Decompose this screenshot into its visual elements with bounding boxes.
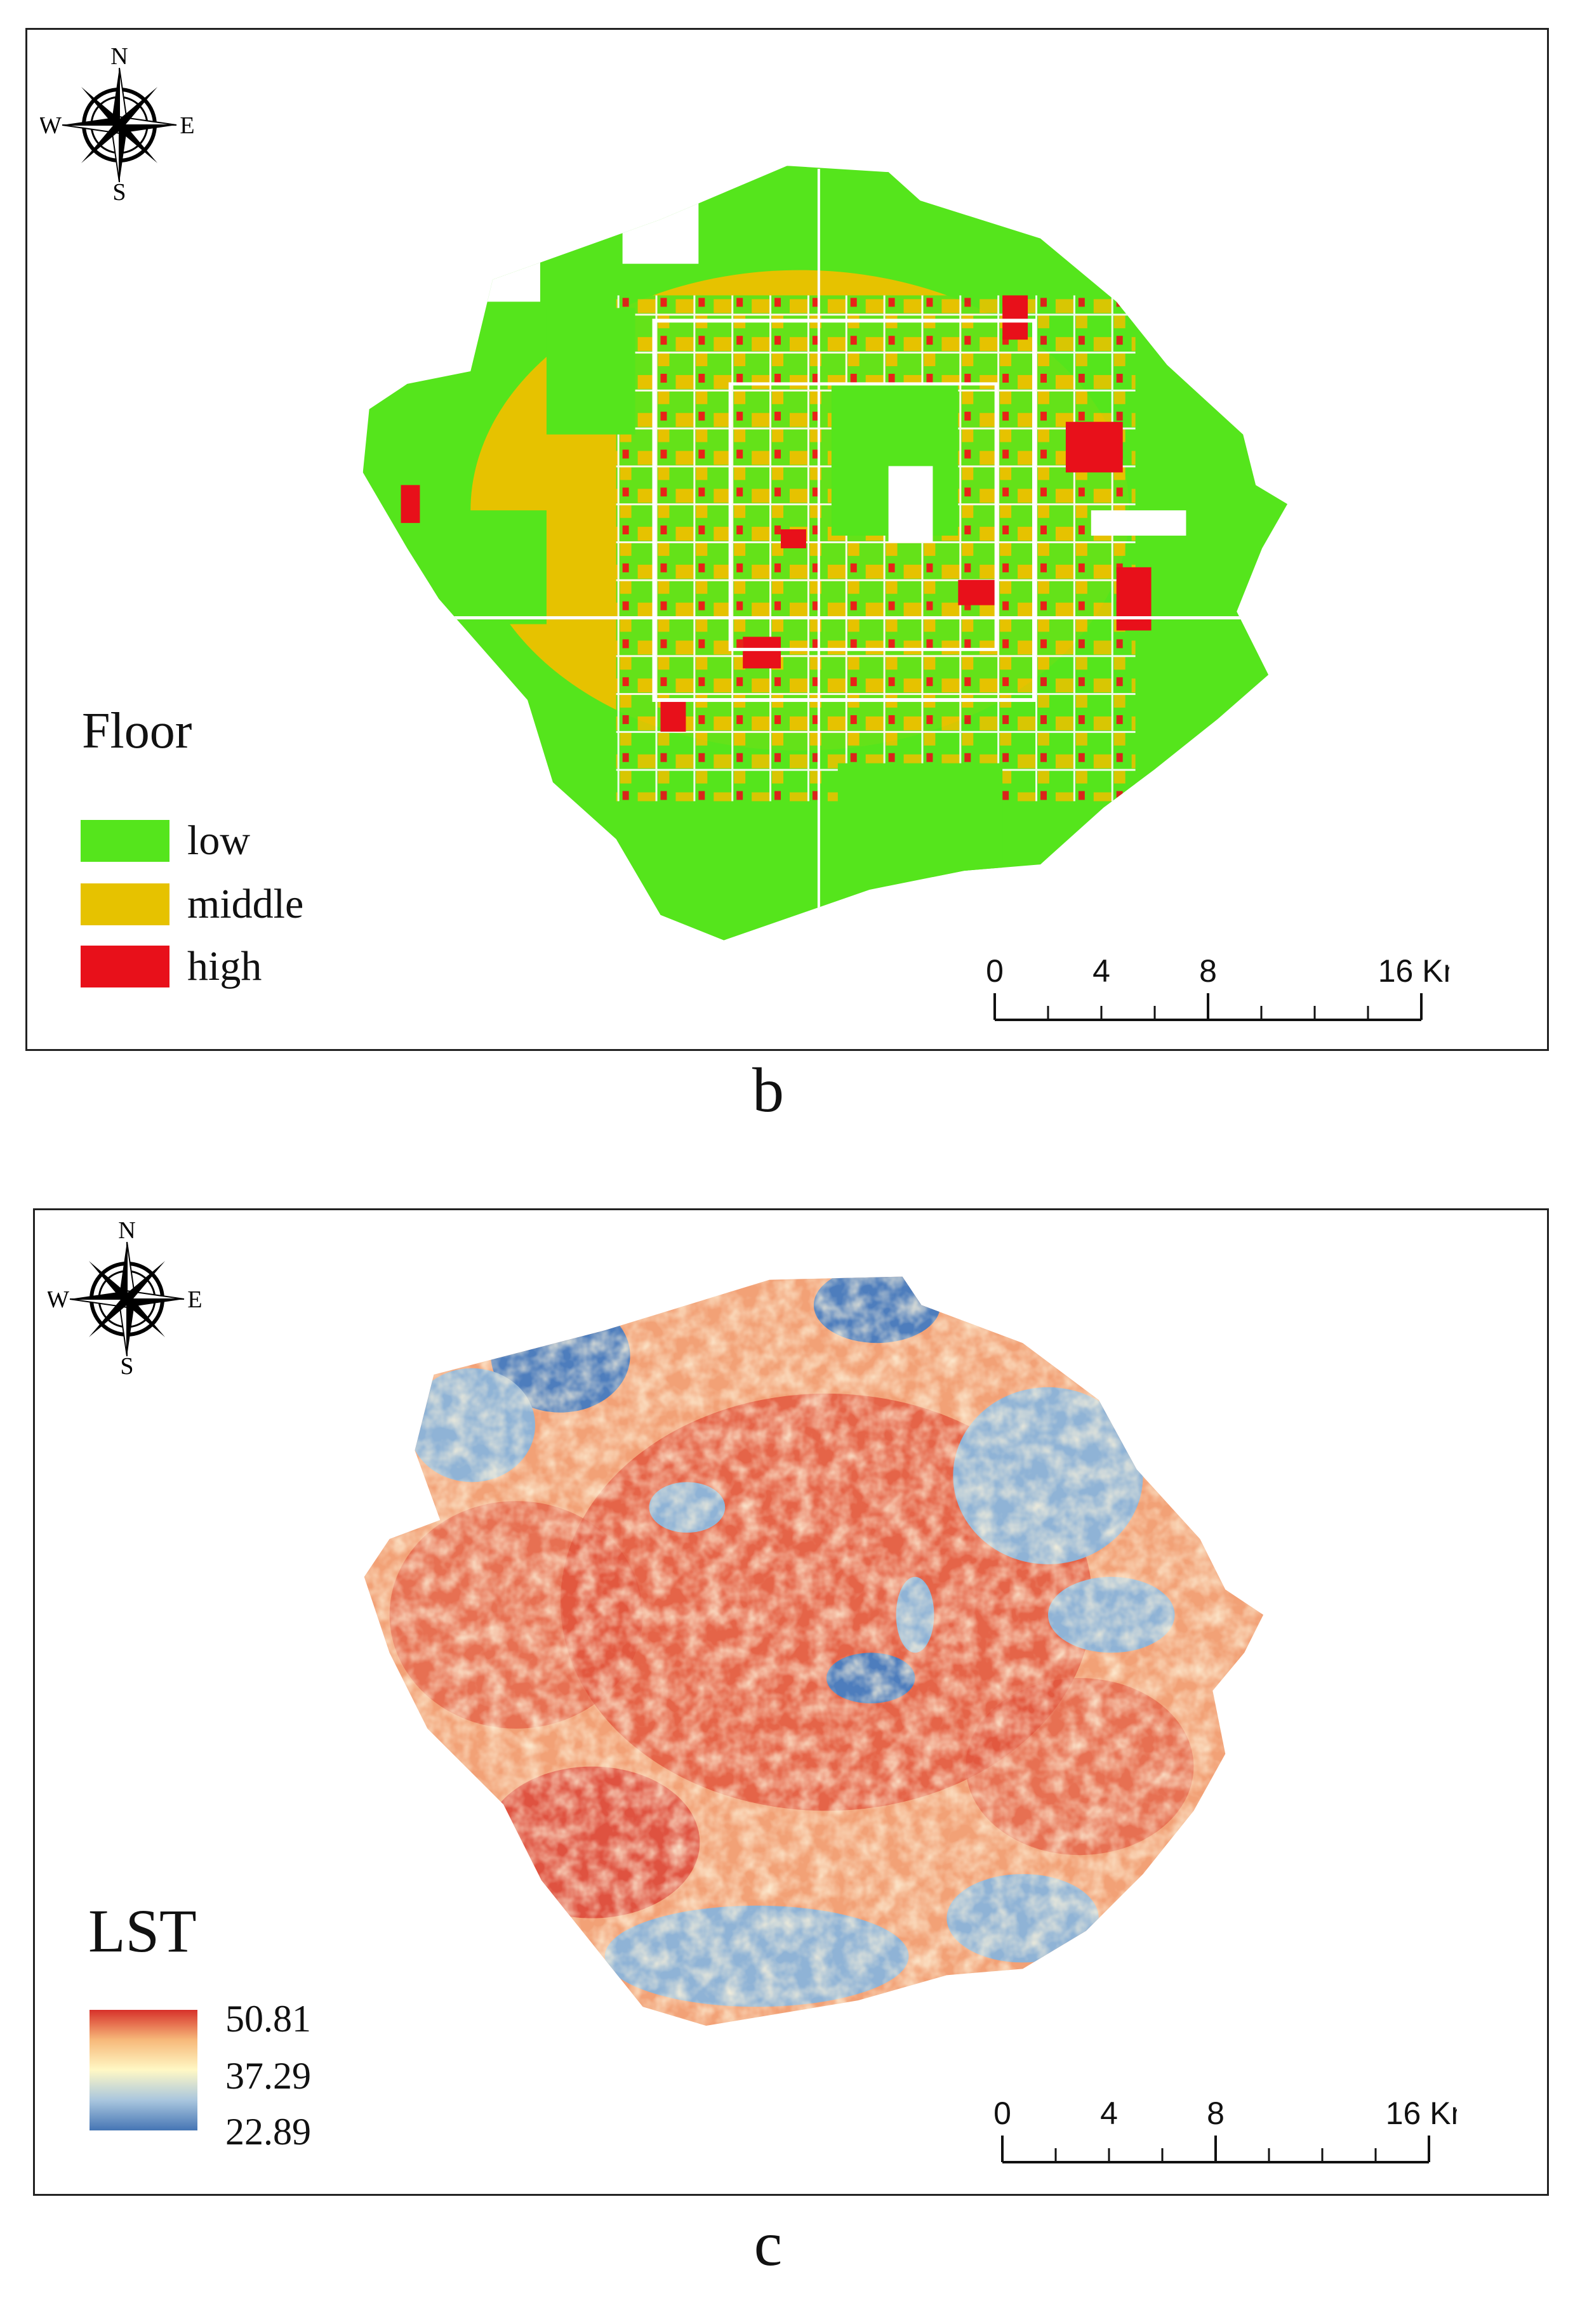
legend-swatch-low [81,820,169,862]
panel-caption-b: b [752,1055,784,1125]
scale-bar-c: 0 4 8 16 Km [974,2086,1477,2181]
compass-n-label-c: N [118,1217,135,1244]
lst-color-ramp [90,2010,197,2130]
legend-label-middle: middle [187,881,304,927]
lst-map-panel: N S E W LST 50.81 37.29 22.89 0 4 8 16 K… [33,1208,1549,2196]
scale-tick-8-c: 8 [1207,2096,1225,2131]
legend-label-high: high [187,943,262,989]
compass-w-label-c: W [48,1286,69,1313]
lst-raster [364,1276,1264,2026]
floor-raster [362,166,1288,941]
compass-e-label-c: E [187,1286,202,1313]
compass-w-label: W [40,112,62,139]
scale-tick-4-c: 4 [1100,2096,1118,2131]
panel-caption-c: c [754,2208,783,2279]
compass-s-label-c: S [120,1353,133,1375]
scale-tick-16km: 16 Km [1378,953,1449,989]
legend-swatch-high [81,946,169,987]
scale-tick-0: 0 [986,953,1004,989]
floor-map [362,166,1288,941]
legend-item-high: high [81,942,262,991]
lst-max-label: 50.81 [225,1998,311,2040]
legend-item-low: low [81,817,250,865]
scale-tick-16km-c: 16 Km [1386,2096,1457,2131]
scale-tick-4: 4 [1092,953,1110,989]
legend-label-low: low [187,817,250,864]
floor-map-panel: N S E W Floor low middle high 0 4 8 16 K… [25,28,1549,1051]
north-arrow-compass: N S E W [39,43,199,206]
legend-swatch-middle [81,883,169,925]
floor-legend-title: Floor [82,703,192,759]
compass-n-label: N [110,43,128,70]
compass-s-label: S [112,179,126,201]
north-arrow-compass-c: N S E W [46,1217,206,1380]
scale-tick-8: 8 [1199,953,1217,989]
scale-bar: 0 4 8 16 Km [967,944,1470,1039]
lst-map [364,1276,1264,2026]
compass-e-label: E [180,112,194,139]
scale-tick-0-c: 0 [993,2096,1011,2131]
lst-min-label: 22.89 [225,2111,311,2153]
lst-legend-title: LST [88,1897,197,1965]
legend-item-middle: middle [81,880,303,928]
lst-mid-label: 37.29 [225,2055,311,2097]
